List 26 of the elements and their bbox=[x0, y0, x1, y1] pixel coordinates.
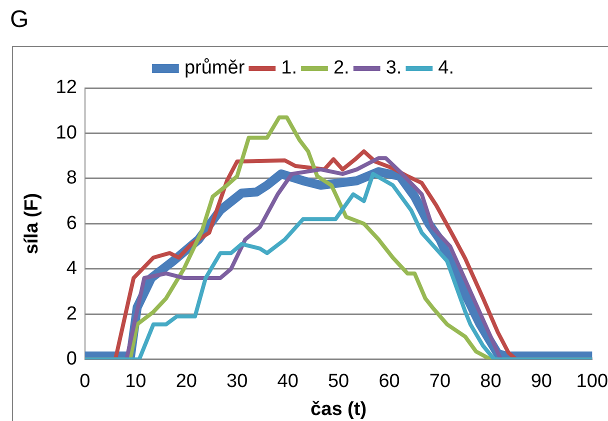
x-tick-label: 50 bbox=[328, 371, 350, 392]
legend-label: 2. bbox=[333, 58, 350, 79]
x-tick-label: 100 bbox=[576, 371, 608, 392]
y-tick-label: 0 bbox=[66, 348, 77, 370]
x-tick-label: 60 bbox=[378, 371, 400, 392]
chart-title: G bbox=[10, 6, 29, 34]
x-tick-label: 30 bbox=[226, 371, 248, 392]
y-tick-label: 2 bbox=[66, 303, 77, 324]
y-tick-label: 12 bbox=[56, 77, 77, 98]
y-tick-label: 6 bbox=[66, 212, 77, 234]
legend-label: průměr bbox=[184, 58, 246, 79]
x-tick-label: 90 bbox=[530, 371, 552, 392]
legend-label: 4. bbox=[438, 58, 454, 79]
x-tick-label: 80 bbox=[480, 371, 502, 392]
y-tick-label: 4 bbox=[66, 258, 78, 280]
y-tick-label: 8 bbox=[66, 168, 77, 189]
x-tick-label: 20 bbox=[176, 371, 197, 392]
y-axis-title: síla (F) bbox=[22, 193, 43, 254]
x-tick-label: 10 bbox=[125, 371, 146, 392]
x-tick-label: 40 bbox=[277, 371, 298, 392]
y-tick-label: 10 bbox=[56, 122, 77, 144]
x-tick-label: 70 bbox=[429, 371, 451, 392]
x-tick-label: 0 bbox=[80, 371, 90, 392]
legend-label: 1. bbox=[281, 58, 298, 79]
x-axis-title: čas (t) bbox=[310, 398, 367, 420]
legend-label: 3. bbox=[386, 58, 402, 79]
